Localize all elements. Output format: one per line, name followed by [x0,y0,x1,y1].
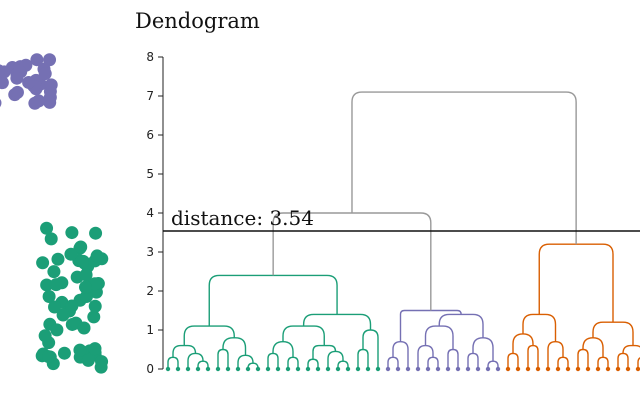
link [183,325,235,346]
scatter-point [0,76,9,90]
link [507,352,519,369]
y-tick-label: 7 [146,89,154,103]
y-tick-label: 2 [146,284,154,298]
scatter-point [89,226,103,240]
link [172,344,197,358]
link [387,356,399,369]
scatter-point [79,268,93,282]
link [547,340,564,369]
scatter-point [0,64,6,78]
link [312,344,337,360]
scatter-point [10,71,24,85]
scatter-point [42,289,56,303]
scatter-point [88,342,102,356]
scatter-point [44,78,58,92]
scatter-point [73,343,87,357]
scatter-point [30,53,44,67]
link [287,356,299,369]
scatter-point [88,299,102,313]
scatter-point [44,232,58,246]
threshold-label: distance: 3.54 [171,206,314,230]
link [557,356,569,369]
link [392,340,409,369]
scatter-point [79,280,93,294]
scatter-point [64,247,78,261]
y-tick-label: 5 [146,167,154,181]
scatter-point [22,75,36,89]
link [327,350,344,369]
link [622,344,640,354]
scatter-point [40,278,54,292]
scatter-point [74,240,88,254]
scatter-point [28,96,42,110]
link [467,352,479,369]
link [472,337,494,362]
y-tick-label: 3 [146,245,154,259]
link [302,313,372,330]
link [522,313,557,342]
link [582,337,604,358]
scatter-point [57,346,71,360]
scatter-point [0,98,2,108]
link [357,348,369,369]
scatter-point [77,321,91,335]
scatter-point [48,300,62,314]
link [399,309,462,342]
scatter-point [51,252,65,266]
scatter-point [43,95,57,109]
scatter-point [65,299,79,313]
link [538,243,614,323]
scatter-point [10,85,24,99]
scatter-point [40,221,54,235]
scatter-point [43,53,57,67]
y-tick-label: 0 [146,362,154,376]
link [237,354,254,369]
y-tick-label: 1 [146,323,154,337]
link [597,356,609,369]
link [617,352,629,369]
link [351,91,577,245]
scatter-point [87,310,101,324]
scatter-point [38,329,52,343]
link [592,321,634,346]
y-tick-label: 8 [146,50,154,64]
scatter-point [65,226,79,240]
link [637,357,640,369]
scatter-point [90,249,104,263]
scatter-point [76,254,90,268]
scatter-point [94,360,108,374]
link [208,274,338,327]
scatter-point [36,256,50,270]
y-tick-label: 4 [146,206,154,220]
link [427,356,439,369]
link [577,348,589,369]
y-tick-label: 6 [146,128,154,142]
scatter-point [42,350,56,364]
scatter-plot [0,53,109,374]
scatter-point [56,308,70,322]
scatter-point [49,278,63,292]
link [167,356,179,369]
scatter-point [81,353,95,367]
link [217,348,229,369]
scatter-point [47,265,61,279]
link [222,337,247,356]
link [447,348,459,369]
chart-title: Dendogram [135,9,260,33]
scatter-point [50,323,64,337]
link [512,333,534,354]
link [527,344,539,369]
link [267,352,279,369]
scatter-point [38,67,52,81]
